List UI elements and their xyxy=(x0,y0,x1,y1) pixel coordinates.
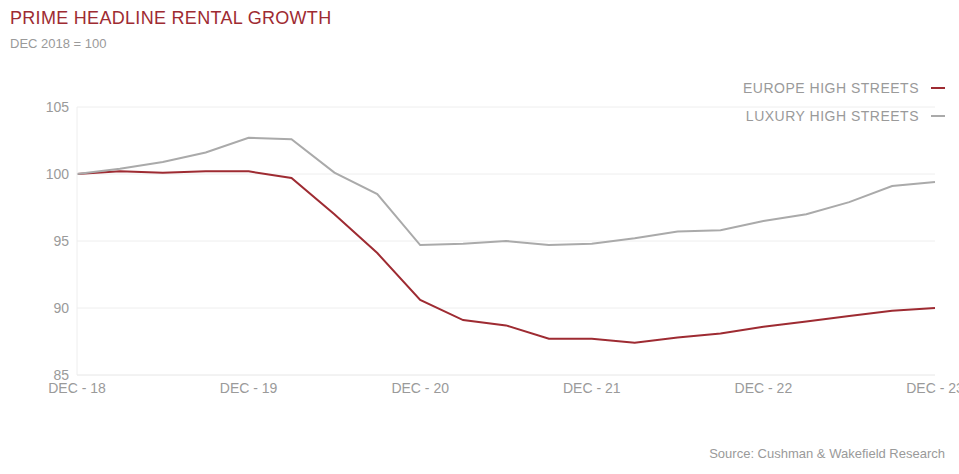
html-text:EUROPE HIGH STREETS: EUROPE HIGH STREETS xyxy=(743,80,919,96)
svg-text:90: 90 xyxy=(53,300,69,316)
svg-text:DEC - 20: DEC - 20 xyxy=(391,380,449,396)
svg-text:105: 105 xyxy=(46,99,70,115)
svg-text:DEC - 22: DEC - 22 xyxy=(735,380,793,396)
html-text:DEC 2018 = 100: DEC 2018 = 100 xyxy=(10,36,107,51)
svg-text:95: 95 xyxy=(53,233,69,249)
svg-text:DEC - 18: DEC - 18 xyxy=(48,379,106,396)
html-text:LUXURY HIGH STREETS: LUXURY HIGH STREETS xyxy=(745,108,919,124)
svg-text:DEC - 19: DEC - 19 xyxy=(220,380,278,396)
html-text:Source: Cushman & Wakefield Re: Source: Cushman & Wakefield Research xyxy=(709,446,945,461)
svg-text:DEC - 21: DEC - 21 xyxy=(563,380,621,396)
html-text:PRIME HEADLINE RENTAL GROWTH: PRIME HEADLINE RENTAL GROWTH xyxy=(10,8,332,28)
svg-text:85: 85 xyxy=(53,367,69,383)
svg-text:100: 100 xyxy=(46,166,70,182)
svg-text:DEC - 23: DEC - 23 xyxy=(906,380,951,396)
